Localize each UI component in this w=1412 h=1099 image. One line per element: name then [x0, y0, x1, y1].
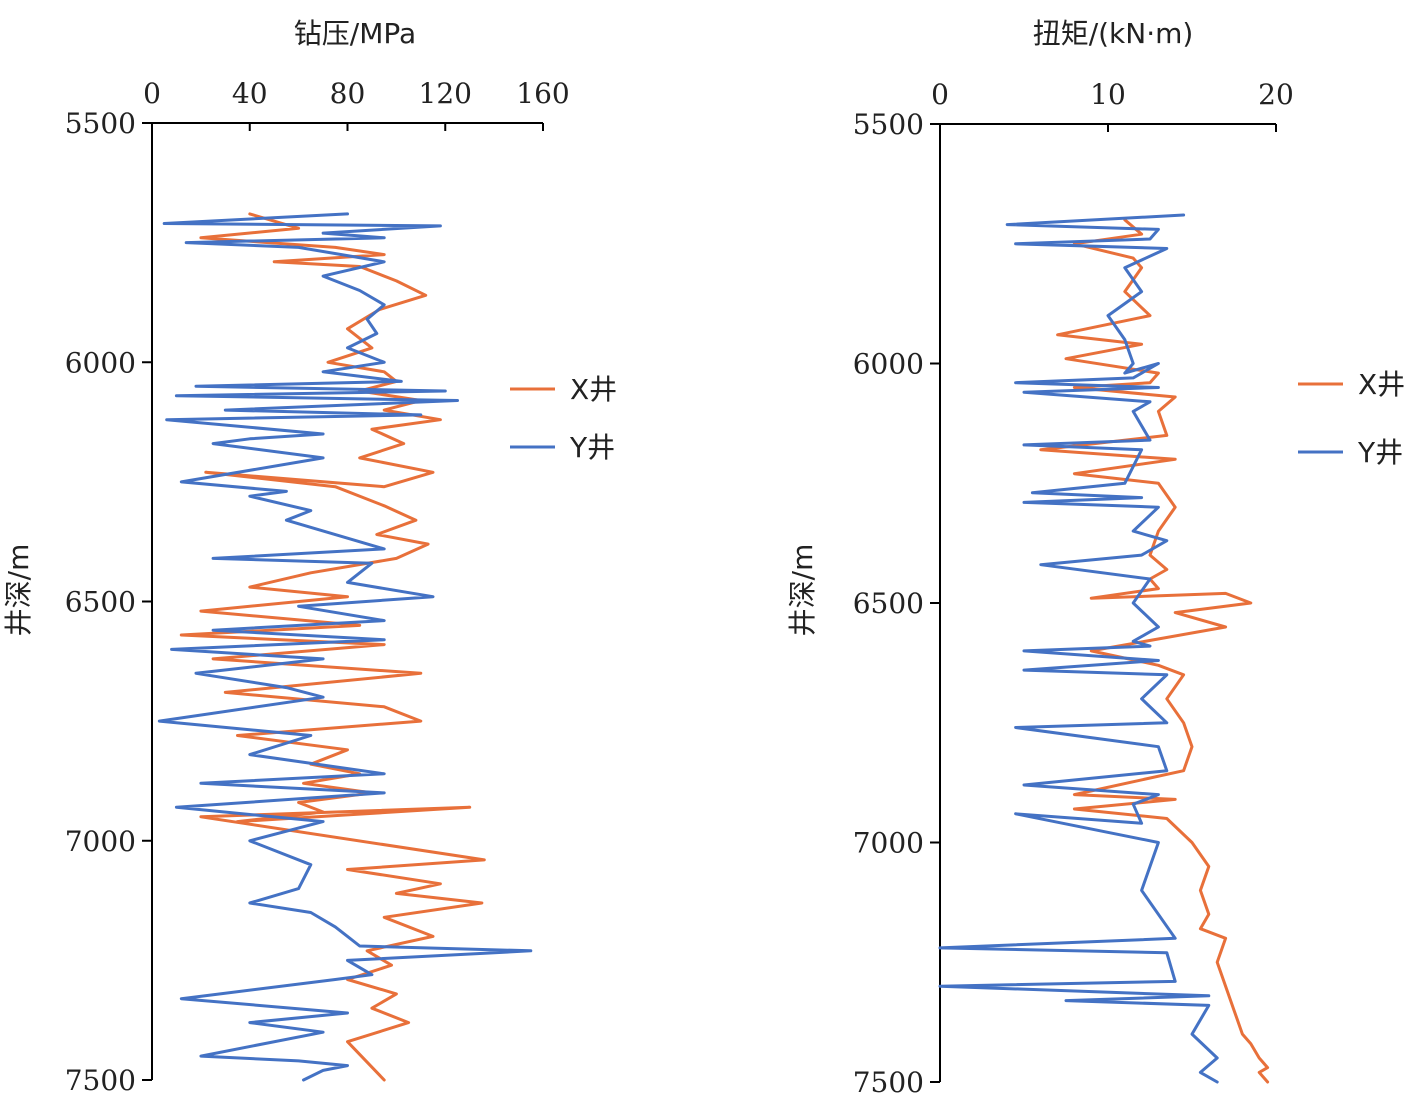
y-tick-label: 7000	[65, 825, 136, 858]
x-tick-label: 40	[232, 77, 268, 110]
series-lines	[157, 212, 533, 1082]
y-tick-label: 6000	[65, 346, 136, 379]
y-tick-label: 7000	[853, 827, 924, 860]
legend: X井 Y井	[1298, 368, 1405, 469]
x-ticks: 0 40 80 120 160	[143, 77, 570, 131]
x-tick-label: 120	[419, 77, 472, 110]
y-tick-label: 6500	[853, 587, 924, 620]
y-tick-label: 7500	[65, 1064, 136, 1097]
chart-wob: 钻压/MPa 井深/m 0 40 80 120 160 5500 6000 6500 7000…	[2, 17, 617, 1097]
x-axis-title: 钻压/MPa	[294, 17, 416, 50]
legend: X井 Y井	[510, 373, 617, 464]
series-line-y-well	[157, 212, 533, 1082]
series-lines	[938, 213, 1270, 1084]
y-tick-label: 5500	[853, 108, 924, 141]
y-tick-label: 7500	[853, 1066, 924, 1099]
y-tick-label: 6500	[65, 586, 136, 619]
y-tick-label: 5500	[65, 107, 136, 140]
legend-label-x-well: X井	[1358, 368, 1405, 401]
x-tick-label: 160	[516, 77, 569, 110]
legend-label-y-well: Y井	[1357, 436, 1403, 469]
x-tick-label: 0	[143, 77, 161, 110]
series-line-y-well	[938, 213, 1219, 1084]
y-ticks: 5500 6000 6500 7000 7500	[853, 108, 940, 1099]
x-tick-label: 80	[330, 77, 366, 110]
y-tick-label: 6000	[853, 348, 924, 381]
x-ticks: 0 10 20	[931, 78, 1294, 132]
x-tick-label: 10	[1090, 78, 1126, 111]
x-tick-label: 0	[931, 78, 949, 111]
x-tick-label: 20	[1258, 78, 1294, 111]
x-axis-title: 扭矩/(kN·m)	[1033, 17, 1194, 50]
series-line-x-well	[1039, 218, 1270, 1084]
y-axis-title: 井深/m	[786, 544, 819, 637]
y-axis-title: 井深/m	[2, 544, 35, 637]
chart-torque: 扭矩/(kN·m) 井深/m 0 10 20 5500 6000 6500 7000 750…	[786, 17, 1405, 1099]
legend-label-y-well: Y井	[569, 431, 615, 464]
y-ticks: 5500 6000 6500 7000 7500	[65, 107, 152, 1097]
legend-label-x-well: X井	[570, 373, 617, 406]
